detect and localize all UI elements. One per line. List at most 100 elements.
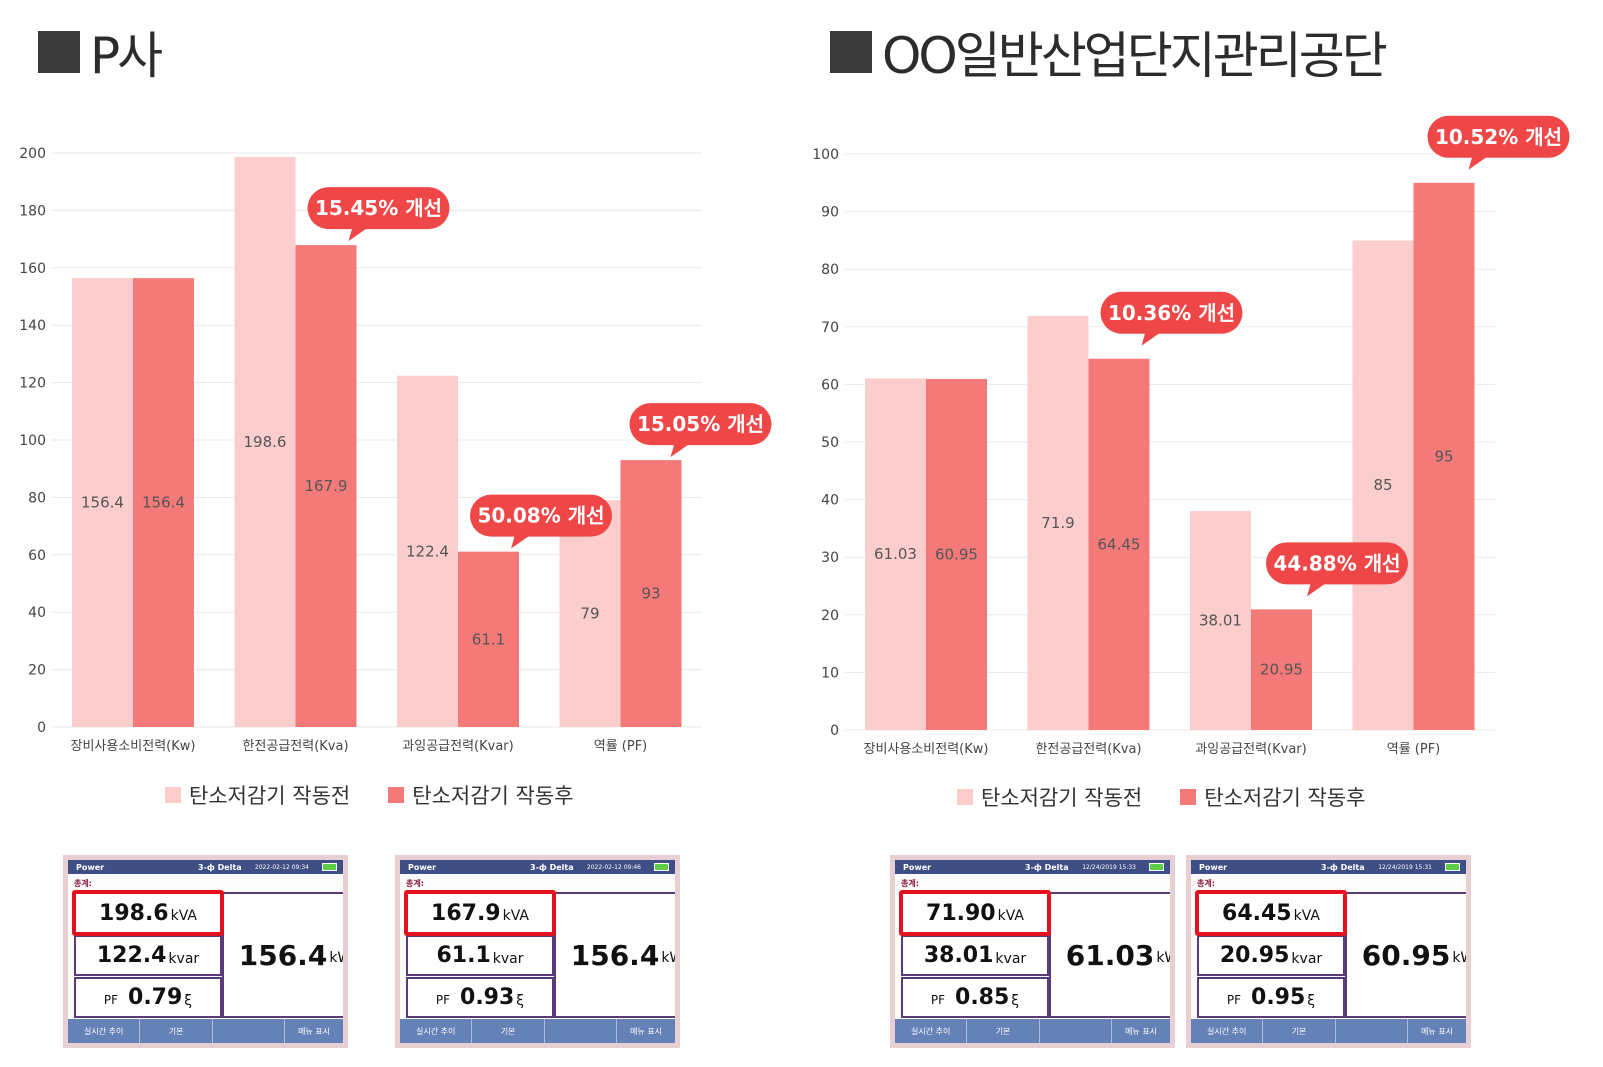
callout-text: 10.36% 개선 <box>1108 301 1235 325</box>
kw-value: 61.03 <box>1065 938 1155 972</box>
bar-before <box>72 278 133 727</box>
pf-label: PF <box>1226 992 1242 1007</box>
softkey-menu-display[interactable]: 메뉴 표시 <box>298 1026 331 1036</box>
pf-value-box: PF 0.93 ξ <box>406 977 554 1018</box>
battery-icon <box>1445 863 1460 871</box>
bar-value-label: 122.4 <box>406 542 449 560</box>
legend-item-after: 탄소저감기 작동후 <box>388 780 574 810</box>
softkey-empty[interactable] <box>1336 1019 1409 1043</box>
kvar-unit: kvar <box>1291 950 1323 967</box>
bar-value-label: 64.45 <box>1098 535 1141 553</box>
x-category-label: 한전공급전력(Kva) <box>242 739 348 754</box>
callout-bubble <box>1427 115 1570 158</box>
kw-value-box: 60.95kW <box>1345 892 1466 1018</box>
power-meter-screen: Power 3-ф Delta 12/24/2019 15:33 총계: 71.… <box>890 855 1175 1048</box>
kva-value: 71.90 <box>926 900 996 926</box>
y-tick-label: 160 <box>19 261 46 277</box>
power-meter-screen: Power 3-ф Delta 2022-02-12 09:34 총계: 198… <box>63 855 348 1048</box>
kva-value: 198.6 <box>99 900 169 926</box>
callout-text: 44.88% 개선 <box>1273 551 1400 575</box>
softkey-empty[interactable] <box>545 1019 618 1043</box>
softkey-basic[interactable]: 기본 <box>140 1019 213 1043</box>
legend-label-after: 탄소저감기 작동후 <box>1204 786 1366 810</box>
meter-topbar: Power 3-ф Delta 12/24/2019 15:33 <box>895 860 1170 874</box>
meter-topbar: Power 3-ф Delta 12/24/2019 15:31 <box>1191 860 1466 874</box>
meter-softkey-bar: 실시간 추이 기본 메뉴 표시 <box>400 1019 675 1043</box>
softkey-empty[interactable] <box>1040 1019 1113 1043</box>
callout-tail <box>1468 155 1489 170</box>
bar-before <box>234 157 296 727</box>
legend-item-after: 탄소저감기 작동후 <box>1180 782 1366 812</box>
bar-before <box>397 375 458 727</box>
pf-unit: ξ <box>184 992 193 1009</box>
left-panel-title: P사 <box>38 22 163 85</box>
softkey-menu-display[interactable]: 메뉴 표시 <box>630 1026 663 1036</box>
y-tick-label: 120 <box>19 376 46 392</box>
softkey-realtime-trend[interactable]: 실시간 추이 <box>895 1019 968 1043</box>
y-tick-label: 100 <box>812 147 839 163</box>
softkey-basic[interactable]: 기본 <box>472 1019 545 1043</box>
kw-unit: kW <box>661 950 675 966</box>
bar-before <box>865 378 926 730</box>
meter-mode: 3-ф Delta <box>1321 862 1365 872</box>
meter-title: Power <box>408 862 437 872</box>
y-tick-label: 20 <box>28 663 46 679</box>
bar-before <box>1352 240 1414 730</box>
y-tick-label: 0 <box>830 723 839 739</box>
softkey-realtime-trend[interactable]: 실시간 추이 <box>400 1019 473 1043</box>
highlight-box <box>72 890 224 936</box>
callout-text: 15.45% 개선 <box>315 196 442 220</box>
y-tick-label: 30 <box>821 550 839 566</box>
pf-value-box: PF 0.79 ξ <box>74 977 222 1018</box>
kva-unit: kVA <box>1293 908 1320 924</box>
meter-mode: 3-ф Delta <box>530 862 574 872</box>
pf-label: PF <box>103 992 119 1007</box>
meter-subtitle: 총계: <box>901 879 919 888</box>
kw-unit: kW <box>1156 950 1170 966</box>
softkey-menu-display[interactable]: 메뉴 표시 <box>1125 1026 1158 1036</box>
bar-after <box>1088 358 1150 730</box>
meter-softkey-bar: 실시간 추이 기본 메뉴 표시 <box>68 1019 343 1043</box>
meter-time: 2022-02-12 09:46 <box>586 863 641 871</box>
improvement-callout: 44.88% 개선 <box>1266 542 1408 597</box>
bar-value-label: 198.6 <box>244 433 287 451</box>
pf-label: PF <box>930 992 946 1007</box>
kva-unit: kVA <box>502 908 529 924</box>
pf-value-box: PF 0.85 ξ <box>901 977 1049 1018</box>
bar-value-label: 71.9 <box>1041 514 1074 532</box>
x-category-label: 역률 (PF) <box>1387 742 1441 757</box>
softkey-empty[interactable] <box>213 1019 286 1043</box>
meter-time: 12/24/2019 15:33 <box>1082 863 1136 871</box>
softkey-realtime-trend[interactable]: 실시간 추이 <box>1191 1019 1264 1043</box>
bar-before <box>559 500 621 727</box>
meter-softkey-bar: 실시간 추이 기본 메뉴 표시 <box>1191 1019 1466 1043</box>
chart-industrial-complex: 0 10 20 30 40 50 60 70 80 90 100 61.03 60.95 장비사용소비전력… <box>812 115 1570 757</box>
softkey-basic[interactable]: 기본 <box>967 1019 1040 1043</box>
callout-bubble <box>1266 542 1408 585</box>
y-tick-label: 20 <box>821 608 839 624</box>
meter-display: Power 3-ф Delta 2022-02-12 09:34 총계: 198… <box>68 860 343 1043</box>
kvar-value: 122.4 <box>96 943 167 968</box>
bar-value-label: 60.95 <box>935 545 978 563</box>
bar-value-label: 95 <box>1434 447 1453 465</box>
square-bullet-icon <box>38 31 80 73</box>
softkey-basic[interactable]: 기본 <box>1263 1019 1336 1043</box>
x-category-label: 장비사용소비전력(Kw) <box>71 739 196 754</box>
improvement-callout: 15.05% 개선 <box>629 403 772 458</box>
softkey-menu-display[interactable]: 메뉴 표시 <box>1421 1026 1454 1036</box>
kvar-value-box: 38.01 kvar <box>901 935 1049 976</box>
callout-bubble <box>629 403 772 446</box>
pf-value: 0.79 <box>128 985 183 1010</box>
pf-value: 0.95 <box>1251 985 1306 1010</box>
bar-value-label: 20.95 <box>1260 661 1303 679</box>
legend-label-before: 탄소저감기 작동전 <box>981 786 1143 810</box>
bar-after <box>295 245 357 727</box>
battery-icon <box>322 863 337 871</box>
legend-item-before: 탄소저감기 작동전 <box>957 782 1142 812</box>
meter-softkey-bar: 실시간 추이 기본 메뉴 표시 <box>895 1019 1170 1043</box>
bar-before <box>1190 511 1251 730</box>
kva-value-box: 167.9 kVA <box>406 892 554 934</box>
kw-value: 60.95 <box>1361 938 1451 972</box>
callout-tail <box>670 443 691 458</box>
softkey-realtime-trend[interactable]: 실시간 추이 <box>68 1019 141 1043</box>
